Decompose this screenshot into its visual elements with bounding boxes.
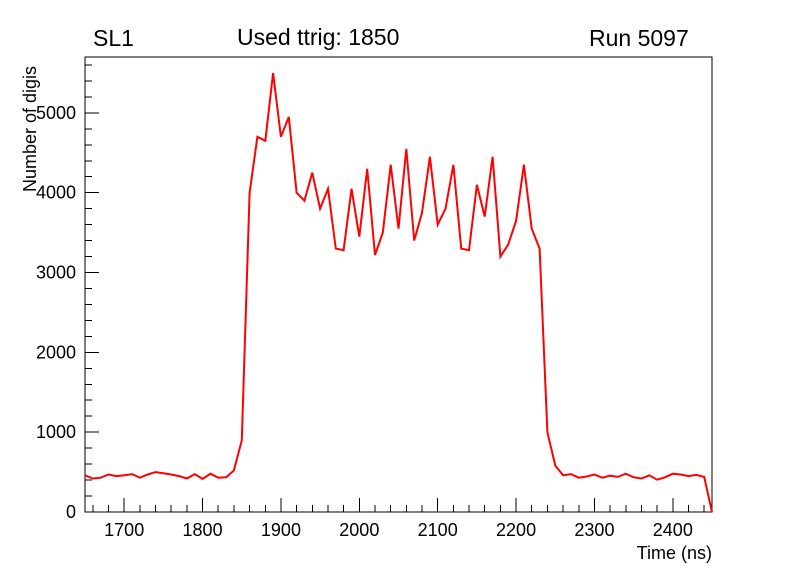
x-tick-label: 2400 [653, 520, 693, 540]
run-label: Run 5097 [589, 25, 689, 51]
x-tick-label: 2000 [339, 520, 379, 540]
y-tick-label: 0 [66, 502, 76, 522]
y-tick-label: 5000 [36, 103, 76, 123]
x-tick-label: 1800 [183, 520, 223, 540]
plot-frame [84, 56, 713, 513]
y-tick-label: 4000 [36, 183, 76, 203]
y-tick-label: 2000 [36, 342, 76, 362]
x-tick-label: 1900 [261, 520, 301, 540]
x-tick-label: 1700 [104, 520, 144, 540]
plot-title: Used ttrig: 1850 [237, 24, 400, 50]
x-tick-label: 2100 [418, 520, 458, 540]
y-tick-label: 3000 [36, 263, 76, 283]
superlayer-label: SL1 [93, 25, 134, 51]
x-tick-label: 2200 [496, 520, 536, 540]
x-tick-label: 2300 [574, 520, 614, 540]
y-axis-label: Number of digis [20, 65, 40, 192]
data-series-line [84, 72, 713, 513]
y-tick-label: 1000 [36, 422, 76, 442]
x-axis-label: Time (ns) [636, 543, 712, 563]
